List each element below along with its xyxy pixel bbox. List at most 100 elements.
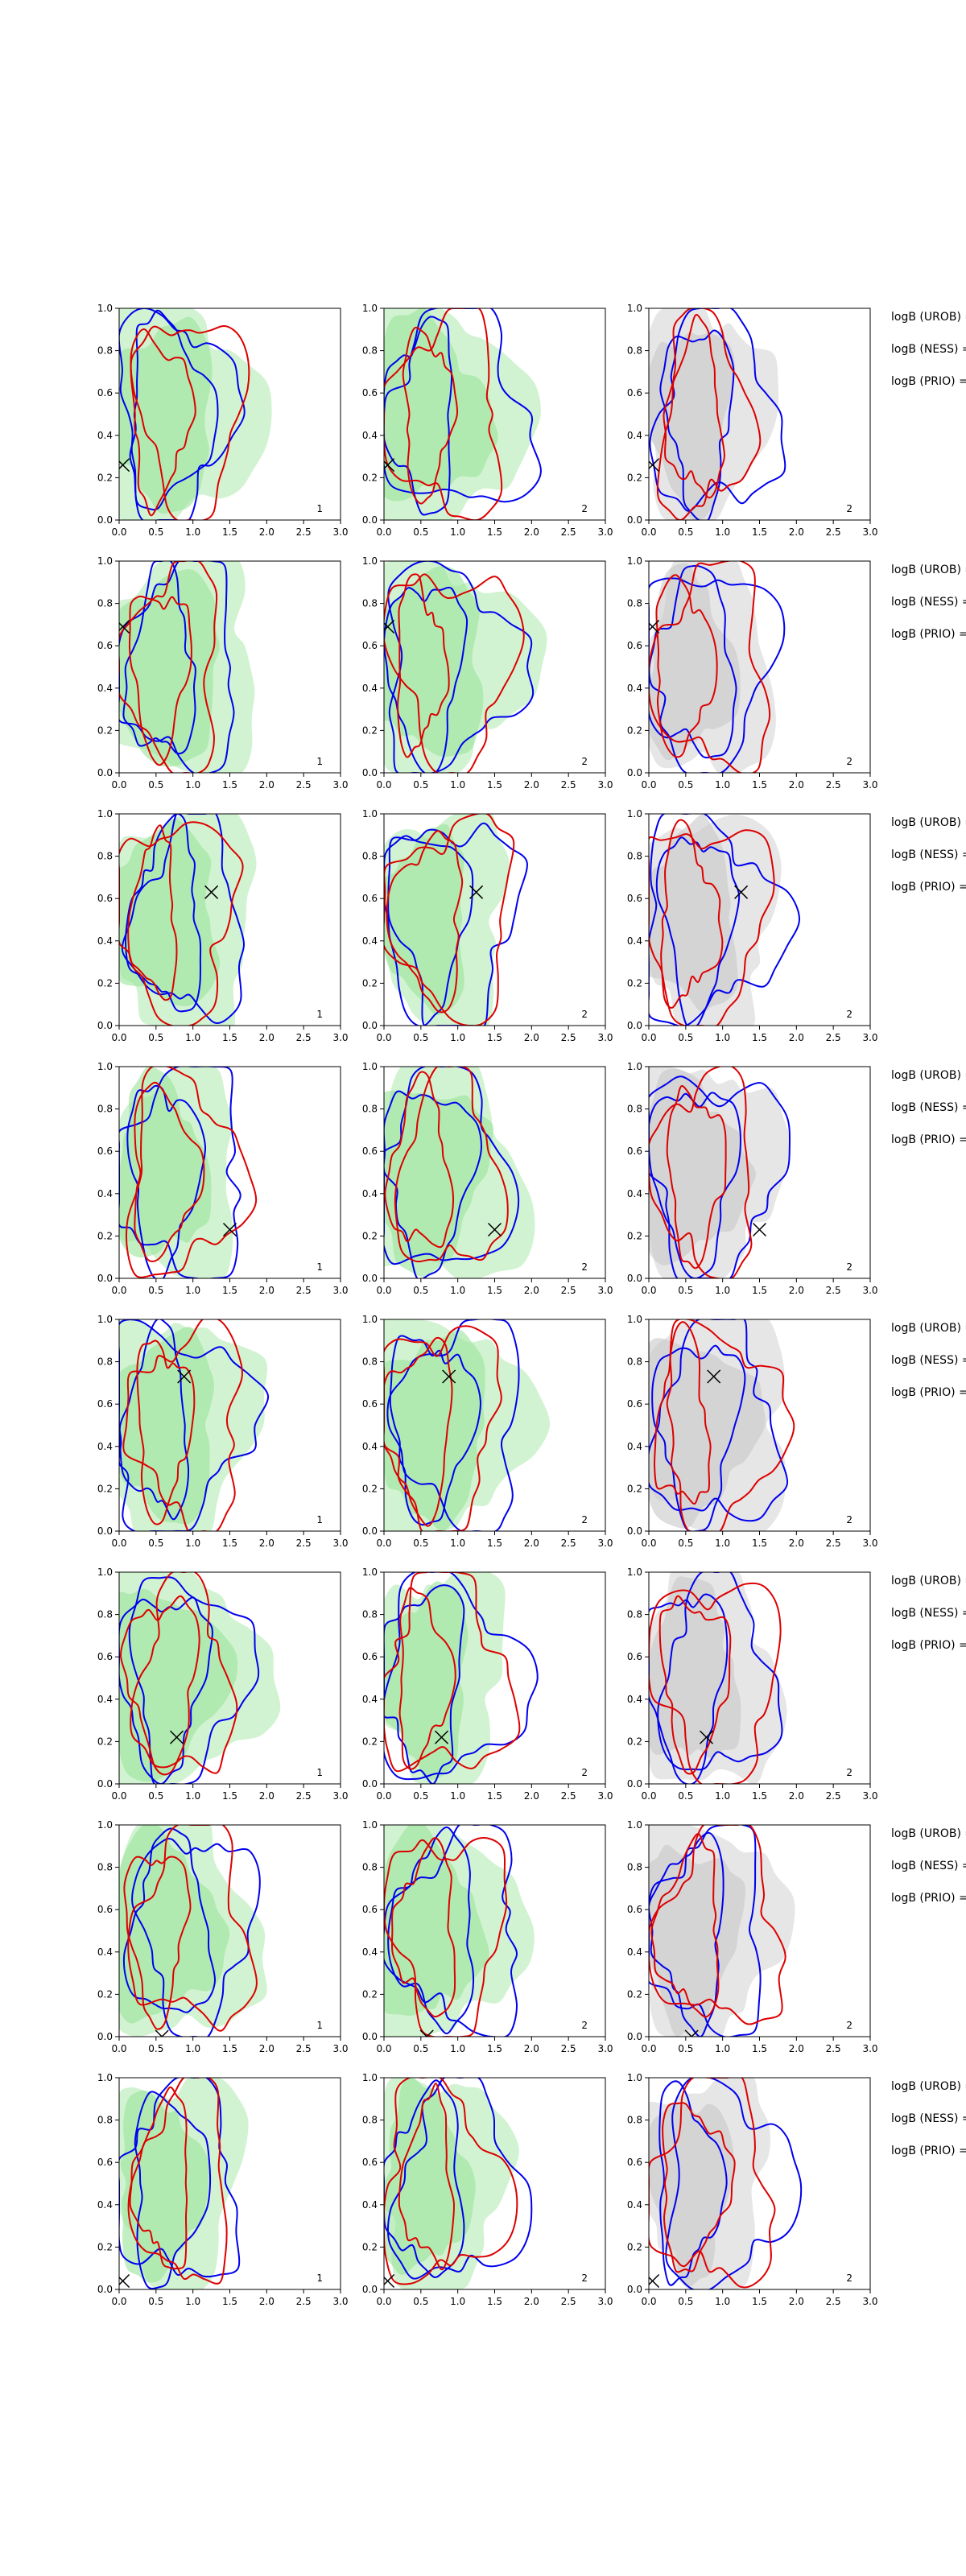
x-tick-label: 2.0 [524, 2043, 539, 2054]
x-tick-label: 3.0 [862, 2296, 877, 2307]
y-tick-label: 0.2 [97, 1988, 113, 2000]
x-tick-label: 2.5 [561, 526, 576, 538]
density-fill-inner [384, 1581, 469, 1781]
plot-area [384, 1825, 535, 2037]
x-tick-label: 1.5 [222, 2296, 237, 2307]
plot-area [649, 1825, 795, 2037]
x-tick-label: 0.5 [413, 1790, 428, 1802]
y-tick-label: 0.2 [97, 1736, 113, 1747]
y-tick-label: 0.0 [97, 767, 113, 778]
contour-red-inner [666, 1085, 727, 1269]
y-tick-label: 0.6 [627, 640, 642, 651]
logb-label-ness: logB (NESS) = [891, 596, 966, 609]
contour-red-outer [649, 1825, 786, 2025]
y-tick-label: 0.0 [362, 1525, 378, 1537]
x-tick-label: 2.5 [296, 2296, 312, 2307]
x-tick-label: 1.5 [222, 1538, 237, 1549]
y-tick-label: 1.0 [97, 555, 113, 567]
marker-stroke-b [119, 458, 130, 470]
x-tick-label: 3.0 [332, 1285, 348, 1296]
x-tick-label: 2.0 [789, 1790, 804, 1802]
x-tick-label: 1.5 [487, 2043, 502, 2054]
x-tick-label: 0.0 [111, 1285, 126, 1296]
contour-blue-outer [386, 2078, 533, 2280]
x-tick-label: 1.5 [487, 526, 502, 538]
contour-red-outer [384, 1836, 508, 2037]
y-tick-label: 0.8 [627, 1104, 642, 1115]
contour-red-inner [660, 819, 724, 1009]
panel-r1-c1: 0.0 0.5 1.0 1.5 2.0 2.5 3.0 0.0 0.2 0.4 0.6 0.8 1.0 1 [97, 303, 349, 538]
y-tick-label: 0.8 [97, 2115, 113, 2126]
y-tick-label: 0.6 [362, 893, 378, 904]
y-tick-label: 0.8 [362, 345, 378, 357]
y-tick-label: 0.0 [627, 1273, 642, 1284]
x-tick-label: 0.5 [413, 1285, 428, 1296]
marker-stroke-b [649, 458, 660, 470]
x-tick-label: 2.5 [296, 779, 312, 791]
y-tick-label: 0.2 [97, 2241, 113, 2252]
logb-label-prio: logB (PRIO) = [891, 1386, 966, 1399]
contour-red-inner [384, 1071, 454, 1249]
contour-red-inner [134, 1081, 205, 1262]
marker-stroke-b [434, 1730, 449, 1744]
x-tick-label: 0.5 [413, 1538, 428, 1549]
y-tick-label: 0.6 [627, 1146, 642, 1157]
panel-r4-c3: 0.0 0.5 1.0 1.5 2.0 2.5 3.0 0.0 0.2 0.4 0.6 0.8 1.0 2 [627, 1061, 878, 1296]
logb-label-urob: logB (UROB) = [891, 1322, 966, 1335]
contour-red-inner [654, 1321, 712, 1505]
y-tick-label: 1.0 [627, 1314, 642, 1325]
y-tick-label: 0.4 [362, 1188, 378, 1199]
contour-blue-outer [649, 814, 801, 1026]
panel-r6-c2: 0.0 0.5 1.0 1.5 2.0 2.5 3.0 0.0 0.2 0.4 0.6 0.8 1.0 2 [362, 1567, 613, 1802]
contour-red-inner [655, 574, 718, 758]
x-tick-label: 1.0 [450, 1032, 465, 1043]
x-tick-label: 3.0 [862, 1285, 877, 1296]
y-tick-label: 0.6 [627, 387, 642, 398]
x-tick-label: 2.5 [561, 779, 576, 791]
panel-id-label: 1 [316, 1514, 323, 1525]
plot-area [119, 814, 257, 1026]
x-tick-label: 3.0 [862, 1032, 877, 1043]
x-tick-label: 2.0 [259, 1790, 275, 1802]
density-fill-inner [119, 316, 213, 514]
x-tick-label: 2.0 [524, 1538, 539, 1549]
contour-blue-inner [384, 586, 469, 773]
y-tick-label: 0.4 [627, 1441, 642, 1452]
x-tick-label: 2.5 [296, 526, 312, 538]
x-tick-label: 2.5 [826, 2296, 841, 2307]
y-tick-label: 0.2 [627, 1230, 642, 1241]
x-tick-label: 1.0 [715, 526, 730, 538]
x-tick-label: 1.5 [752, 2043, 767, 2054]
panel-r5-c3: 0.0 0.5 1.0 1.5 2.0 2.5 3.0 0.0 0.2 0.4 0.6 0.8 1.0 2 [627, 1314, 878, 1549]
y-tick-label: 0.8 [362, 1104, 378, 1115]
panel-r7-c3: 0.0 0.5 1.0 1.5 2.0 2.5 3.0 0.0 0.2 0.4 0.6 0.8 1.0 2 [627, 1819, 878, 2054]
x-tick-label: 2.0 [789, 1538, 804, 1549]
plot-area [649, 1572, 787, 1784]
y-tick-label: 0.6 [362, 1904, 378, 1915]
y-tick-label: 1.0 [627, 303, 642, 314]
true-value-marker [649, 2273, 660, 2289]
y-tick-label: 0.6 [362, 1398, 378, 1410]
panel-id-label: 2 [846, 503, 852, 514]
contour-blue-outer [119, 2078, 241, 2278]
logb-label-urob: logB (UROB) = [891, 1575, 966, 1587]
y-tick-label: 0.0 [627, 1525, 642, 1537]
x-tick-label: 0.5 [148, 2296, 163, 2307]
true-value-marker [119, 619, 130, 634]
contour-blue-inner [649, 1593, 729, 1784]
marker-stroke-b [426, 2029, 434, 2037]
x-tick-label: 3.0 [332, 1032, 348, 1043]
x-tick-label: 0.5 [678, 1790, 693, 1802]
panel-id-label: 2 [581, 1767, 588, 1778]
contour-red-inner [658, 1595, 732, 1775]
contour-blue-inner [384, 835, 474, 1026]
panel-id-label: 2 [846, 2020, 852, 2031]
x-tick-label: 1.5 [487, 1790, 502, 1802]
x-tick-label: 0.5 [678, 2043, 693, 2054]
x-tick-label: 2.5 [296, 2043, 312, 2054]
x-tick-label: 0.0 [641, 1790, 656, 1802]
contour-blue-outer [121, 814, 246, 1024]
true-value-marker [752, 1222, 767, 1237]
plot-area [119, 1825, 267, 2037]
y-tick-label: 0.2 [362, 472, 378, 483]
